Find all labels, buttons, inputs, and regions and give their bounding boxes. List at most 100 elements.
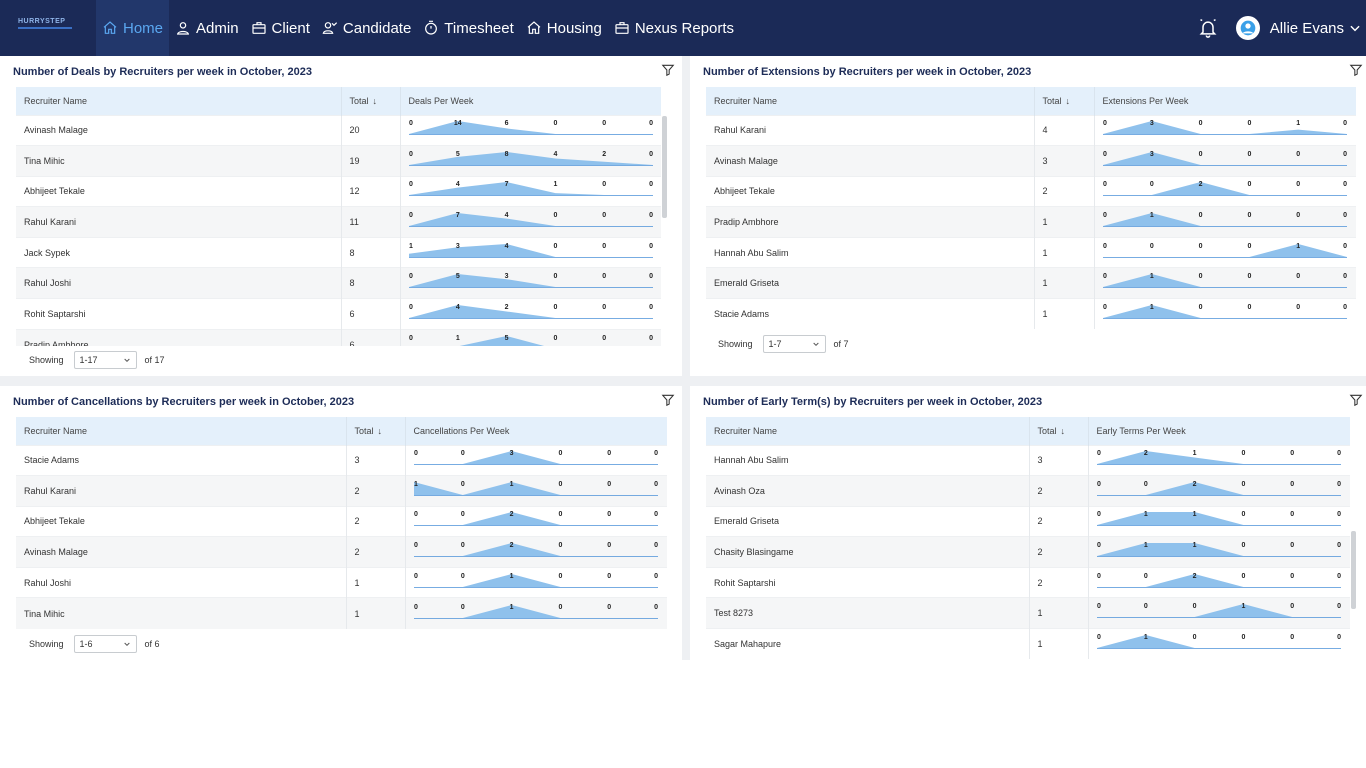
- filter-icon[interactable]: [661, 393, 675, 407]
- table-row[interactable]: Jack Sypek 8 1 3 4 0 0 0: [16, 236, 661, 268]
- page-range-select[interactable]: 1-7: [762, 335, 826, 353]
- recruiter-total: 6: [341, 328, 401, 346]
- sparkline-area: [413, 451, 658, 465]
- per-week-cell: 0 0 1 0 0 0: [405, 566, 667, 598]
- sparkline-chart: 0 0 1 0 0 0: [413, 573, 658, 588]
- sparkline-value-label: 6: [504, 120, 508, 127]
- sparkline-value-label: 1: [509, 481, 513, 488]
- per-week-cell: 1 0 1 0 0 0: [405, 475, 667, 507]
- table-row[interactable]: Abhijeet Tekale 12 0 4 7 1 0 0: [16, 175, 661, 207]
- table-row[interactable]: Avinash Malage 3 0 3 0 0 0 0: [706, 145, 1356, 177]
- nav-item-nexus-reports[interactable]: Nexus Reports: [608, 0, 740, 56]
- sparkline-value-label: 0: [1247, 273, 1251, 280]
- table-row[interactable]: Rahul Karani 11 0 7 4 0 0 0: [16, 206, 661, 238]
- table-row[interactable]: Pradip Ambhore 1 0 1 0 0 0 0: [706, 206, 1356, 238]
- nav-item-client[interactable]: Client: [245, 0, 316, 56]
- sparkline-value-label: 0: [1290, 603, 1294, 610]
- sort-down-arrow-icon[interactable]: ↓: [377, 425, 383, 436]
- nav-item-housing[interactable]: Housing: [520, 0, 608, 56]
- showing-label: Showing: [29, 355, 64, 365]
- table-header-row: Recruiter Name Total ↓ Cancellations Per We…: [16, 417, 667, 445]
- recruiter-total: 19: [341, 145, 401, 177]
- early-terms-panel: Number of Early Term(s) by Recruiters pe…: [690, 386, 1366, 660]
- sort-down-arrow-icon[interactable]: ↓: [1065, 95, 1071, 106]
- column-header-total[interactable]: Total ↓: [1034, 87, 1095, 115]
- table-row[interactable]: Hannah Abu Salim 1 0 0 0 0 1 0: [706, 236, 1356, 268]
- filter-icon[interactable]: [661, 63, 675, 77]
- candidate-icon: [322, 22, 337, 34]
- column-header-name[interactable]: Recruiter Name: [706, 417, 1030, 445]
- chevron-down-icon[interactable]: [1348, 21, 1362, 35]
- sparkline-value-label: 1: [1149, 273, 1153, 280]
- per-week-cell: 0 1 0 0 0 0: [1094, 206, 1356, 238]
- column-header-total[interactable]: Total ↓: [341, 87, 401, 115]
- table-row[interactable]: Rahul Karani 2 1 0 1 0 0 0: [16, 475, 667, 507]
- sparkline-value-label: 0: [607, 511, 611, 518]
- table-header-row: Recruiter Name Total ↓ Early Terms Per Week: [706, 417, 1350, 445]
- nav-item-candidate[interactable]: Candidate: [316, 0, 417, 56]
- column-header-name[interactable]: Recruiter Name: [16, 417, 347, 445]
- company-logo[interactable]: HURRYSTEP: [18, 18, 76, 36]
- table-row[interactable]: Rohit Saptarshi 6 0 4 2 0 0 0: [16, 298, 661, 330]
- table-row[interactable]: Avinash Oza 2 0 0 2 0 0 0: [706, 475, 1350, 507]
- nav-item-admin[interactable]: Admin: [169, 0, 245, 56]
- avatar[interactable]: [1235, 16, 1260, 40]
- table-row[interactable]: Abhijeet Tekale 2 0 0 2 0 0 0: [706, 175, 1356, 207]
- sort-down-arrow-icon[interactable]: ↓: [1060, 425, 1066, 436]
- panel-title: Number of Cancellations by Recruiters pe…: [13, 396, 355, 408]
- sort-down-arrow-icon[interactable]: ↓: [372, 95, 378, 106]
- per-week-cell: 0 5 8 4 2 0: [400, 145, 661, 177]
- recruiter-name: Hannah Abu Salim: [706, 236, 1035, 268]
- table-row[interactable]: Emerald Griseta 2 0 1 1 0 0 0: [706, 505, 1350, 537]
- column-header-name[interactable]: Recruiter Name: [16, 87, 342, 115]
- table-row[interactable]: Tina Mihic 19 0 5 8 4 2 0: [16, 145, 661, 177]
- column-header-name[interactable]: Recruiter Name: [706, 87, 1035, 115]
- table-row[interactable]: Hannah Abu Salim 3 0 2 1 0 0 0: [706, 444, 1350, 476]
- table-row[interactable]: Tina Mihic 1 0 0 1 0 0 0: [16, 597, 667, 629]
- table-row[interactable]: Rahul Joshi 8 0 5 3 0 0 0: [16, 267, 661, 299]
- nav-item-timesheet[interactable]: Timesheet: [417, 0, 519, 56]
- sparkline-value-label: 0: [1103, 151, 1107, 158]
- user-name[interactable]: Allie Evans: [1269, 19, 1344, 37]
- table-row[interactable]: Chasity Blasingame 2 0 1 1 0 0 0: [706, 536, 1350, 568]
- page-range-select[interactable]: 1-17: [73, 351, 137, 369]
- table-row[interactable]: Rahul Karani 4 0 3 0 0 1 0: [706, 114, 1356, 146]
- sparkline-value-label: 0: [1198, 120, 1202, 127]
- sparkline-area: [413, 543, 658, 557]
- table-row[interactable]: Rohit Saptarshi 2 0 0 2 0 0 0: [706, 566, 1350, 598]
- column-header-total[interactable]: Total ↓: [1029, 417, 1089, 445]
- table-row[interactable]: Abhijeet Tekale 2 0 0 2 0 0 0: [16, 505, 667, 537]
- nav-item-home[interactable]: Home: [96, 0, 170, 56]
- filter-icon[interactable]: [1349, 63, 1363, 77]
- notification-bell-icon[interactable]: [1198, 18, 1218, 38]
- table-row[interactable]: Stacie Adams 1 0 1 0 0 0 0: [706, 298, 1356, 330]
- sparkline-value-label: 0: [1343, 273, 1347, 280]
- sparkline-value-label: 0: [649, 304, 653, 311]
- table-row[interactable]: Emerald Griseta 1 0 1 0 0 0 0: [706, 267, 1356, 299]
- sparkline-value-label: 0: [1198, 151, 1202, 158]
- sparkline-value-label: 1: [1192, 450, 1196, 457]
- sparkline-area: [413, 604, 658, 618]
- filter-icon[interactable]: [1349, 393, 1363, 407]
- page-range-select[interactable]: 1-6: [73, 635, 137, 653]
- table-scrollbar[interactable]: [1351, 531, 1356, 609]
- per-week-cell: 0 0 2 0 0 0: [1088, 566, 1350, 598]
- sparkline-chart: 0 2 1 0 0 0: [1096, 450, 1341, 466]
- table-row[interactable]: Avinash Malage 2 0 0 2 0 0 0: [16, 536, 667, 568]
- table-row[interactable]: Sagar Mahapure 1 0 1 0 0 0 0: [706, 628, 1350, 660]
- table-row[interactable]: Pradip Ambhore 6 0 1 5 0 0 0: [16, 328, 661, 346]
- sparkline-area: [408, 274, 653, 288]
- column-header-total[interactable]: Total ↓: [346, 417, 406, 445]
- deals-table: Recruiter Name Total ↓ Deals Per Week Avinas…: [16, 87, 661, 346]
- recruiter-name: Hannah Abu Salim: [706, 444, 1030, 476]
- table-row[interactable]: Rahul Joshi 1 0 0 1 0 0 0: [16, 566, 667, 598]
- table-scrollbar[interactable]: [662, 116, 667, 218]
- table-row[interactable]: Test 8273 1 0 0 0 1 0 0: [706, 597, 1350, 629]
- recruiter-name: Abhijeet Tekale: [706, 175, 1035, 207]
- recruiter-total: 2: [1029, 505, 1089, 537]
- table-row[interactable]: Avinash Malage 20 0 14 6 0 0 0: [16, 114, 661, 146]
- table-row[interactable]: Stacie Adams 3 0 0 3 0 0 0: [16, 444, 667, 476]
- sparkline-value-label: 0: [1247, 120, 1251, 127]
- sparkline-area: [1102, 121, 1347, 135]
- sparkline-value-label: 0: [414, 511, 418, 518]
